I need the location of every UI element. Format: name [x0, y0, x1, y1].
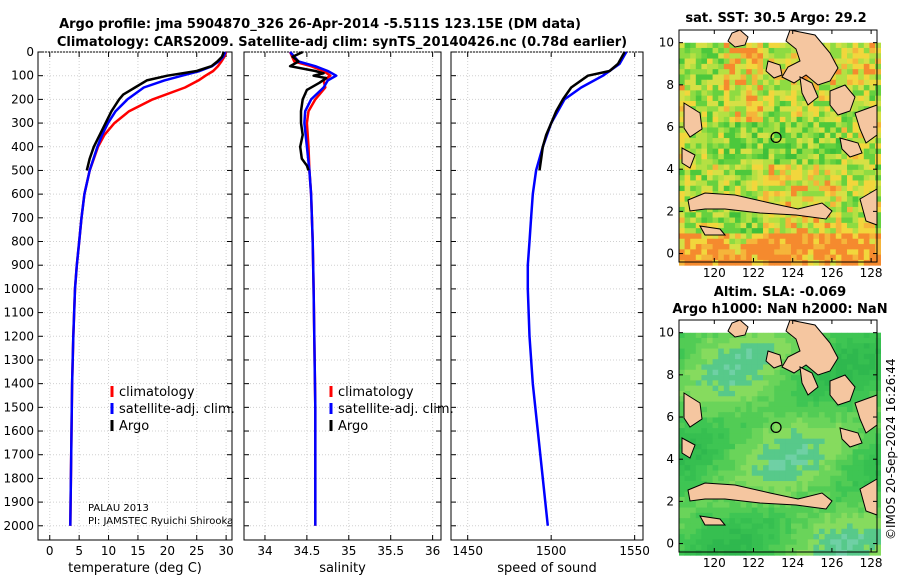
- legend-satellite-adj: satellite-adj. clim.: [119, 402, 235, 417]
- temperature-xtick: 5: [75, 544, 83, 558]
- sst-map-ytick: 10: [659, 36, 674, 50]
- sound_speed-xtick: 1450: [452, 544, 483, 558]
- depth-ytick: 1500: [3, 400, 34, 414]
- altim-map-frame: [678, 319, 878, 553]
- sst-map-title: sat. SST: 30.5 Argo: 29.2: [685, 11, 866, 26]
- temperature-legend: climatology satellite-adj. clim. Argo: [110, 385, 235, 434]
- altim-map-xtick: 122: [742, 556, 765, 570]
- altim-map-xtick: 124: [781, 556, 804, 570]
- altim-map-argo-marker: [770, 421, 782, 433]
- altim-map-xtick: 120: [703, 556, 726, 570]
- sst-map-argo-marker: [770, 131, 782, 143]
- altim-map-ytick: 4: [666, 452, 674, 466]
- title-line-1: Argo profile: jma 5904870_326 26-Apr-201…: [59, 17, 581, 32]
- salinity-panel: [243, 51, 442, 541]
- sst-map-ytick: 6: [666, 120, 674, 134]
- sst-map-xtick: 126: [820, 266, 843, 280]
- imos-timestamp: ©IMOS 20-Sep-2024 16:26:44: [884, 358, 898, 540]
- salinity-series-argo: [288, 50, 328, 171]
- sst-map-xtick: 120: [703, 266, 726, 280]
- altim-map-ytick: 10: [659, 326, 674, 340]
- sst-map-ytick: 8: [666, 78, 674, 92]
- depth-ytick: 400: [11, 140, 34, 154]
- sound_speed-xtick: 1550: [619, 544, 650, 558]
- altim-map-title-2: Argo h1000: NaN h2000: NaN: [672, 302, 887, 317]
- temperature-xtick: 30: [218, 544, 233, 558]
- sst-map-frame: [678, 29, 878, 263]
- sst-map-ytick: 2: [666, 204, 674, 218]
- temperature-xtick: 10: [101, 544, 116, 558]
- altim-map-ytick: 6: [666, 410, 674, 424]
- depth-ytick: 1400: [3, 377, 34, 391]
- depth-ytick: 1900: [3, 495, 34, 509]
- temperature-xlabel: temperature (deg C): [68, 561, 202, 576]
- sst-map-xtick: 122: [742, 266, 765, 280]
- depth-ytick: 2000: [3, 519, 34, 533]
- depth-ytick: 0: [26, 45, 34, 59]
- altim-map-ytick: 0: [666, 537, 674, 551]
- altim-map-ytick: 8: [666, 368, 674, 382]
- annotation-line-2: PI: JAMSTEC Ryuichi Shirooka: [88, 516, 233, 527]
- salinity-xtick: 35: [341, 544, 356, 558]
- depth-ytick: 100: [11, 69, 34, 83]
- sst-map-xtick: 128: [860, 266, 883, 280]
- legend-argo: Argo: [119, 419, 149, 434]
- depth-ytick: 900: [11, 258, 34, 272]
- sst-map-ytick: 0: [666, 247, 674, 261]
- depth-ytick: 1700: [3, 448, 34, 462]
- sound_speed-series-argo: [538, 51, 626, 171]
- salinity-xtick: 36: [425, 544, 440, 558]
- sst-map-landmass: [681, 29, 878, 236]
- altim-map-xtick: 128: [860, 556, 883, 570]
- depth-ytick: 1600: [3, 424, 34, 438]
- legend-climatology-2: climatology: [338, 385, 414, 400]
- salinity-xlabel: salinity: [319, 561, 366, 576]
- salinity-xtick: 34: [257, 544, 272, 558]
- temperature-panel: [37, 51, 233, 541]
- temperature-xtick: 0: [46, 544, 54, 558]
- sound_speed-xtick: 1500: [536, 544, 567, 558]
- depth-ytick: 1200: [3, 329, 34, 343]
- legend-climatology: climatology: [119, 385, 195, 400]
- temperature-xtick: 15: [130, 544, 145, 558]
- sound-speed-panel: [450, 51, 644, 541]
- annotation-line-1: PALAU 2013: [88, 503, 149, 514]
- sound_speed-xlabel: speed of sound: [497, 561, 597, 576]
- salinity-series-satellite-adj--clim-: [289, 51, 338, 526]
- salinity-xtick: 35.5: [377, 544, 404, 558]
- legend-argo-2: Argo: [338, 419, 368, 434]
- depth-ytick: 200: [11, 92, 34, 106]
- salinity-legend: climatology satellite-adj. clim. Argo: [329, 385, 454, 434]
- sound_speed-series-satellite-adj--clim-: [526, 51, 628, 526]
- altim-map-xtick: 126: [820, 556, 843, 570]
- depth-ytick: 1000: [3, 282, 34, 296]
- depth-ytick: 700: [11, 211, 34, 225]
- legend-satellite-adj-2: satellite-adj. clim.: [338, 402, 454, 417]
- depth-ytick: 1800: [3, 471, 34, 485]
- altim-map-ytick: 2: [666, 494, 674, 508]
- depth-ytick: 500: [11, 163, 34, 177]
- temperature-series-argo: [85, 51, 225, 171]
- altim-map-title-1: Altim. SLA: -0.069: [714, 285, 846, 300]
- depth-ytick: 1100: [3, 306, 34, 320]
- sst-map-xtick: 124: [781, 266, 804, 280]
- temperature-xtick: 25: [189, 544, 204, 558]
- salinity-xtick: 34.5: [294, 544, 321, 558]
- title-line-2: Climatology: CARS2009. Satellite-adj cli…: [57, 35, 627, 50]
- depth-ytick: 1300: [3, 353, 34, 367]
- sst-map-ytick: 4: [666, 162, 674, 176]
- temperature-xtick: 20: [160, 544, 175, 558]
- depth-ytick: 800: [11, 235, 34, 249]
- depth-ytick: 300: [11, 116, 34, 130]
- altim-map-landmass: [681, 319, 878, 526]
- depth-ytick: 600: [11, 187, 34, 201]
